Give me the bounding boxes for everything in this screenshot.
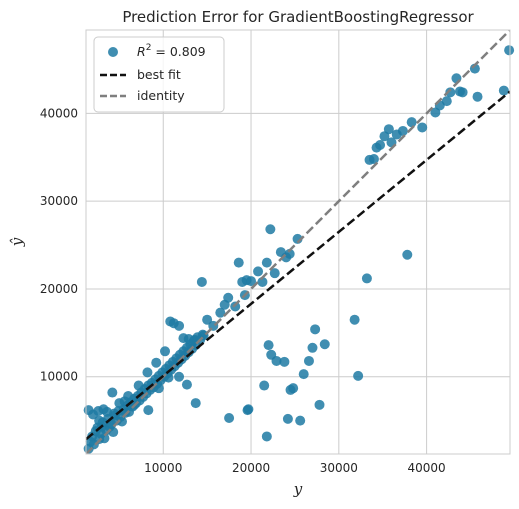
data-point [116, 416, 127, 427]
data-point [246, 276, 257, 287]
data-point [265, 224, 276, 235]
data-point [310, 324, 321, 335]
data-point [261, 257, 272, 268]
data-point [284, 248, 295, 259]
legend-label-r2: R2 = 0.809 [137, 43, 206, 59]
data-point [142, 367, 153, 378]
y-tick-label: 40000 [40, 106, 78, 120]
data-point [107, 387, 118, 398]
fit-lines [86, 30, 510, 454]
legend-marker-r2 [108, 47, 118, 57]
data-point [307, 342, 318, 353]
data-point [406, 117, 417, 128]
data-point [99, 433, 110, 444]
data-point [417, 122, 428, 133]
data-point [153, 383, 164, 394]
data-point [279, 356, 290, 367]
data-point [174, 371, 185, 382]
x-tick-label: 10000 [144, 461, 182, 475]
data-point [383, 124, 394, 135]
x-tick-labels: 10000 20000 30000 40000 [144, 461, 446, 475]
data-point [498, 85, 509, 96]
data-point [174, 320, 185, 331]
legend-r2-symbol: R [137, 44, 146, 59]
legend-label-best-fit: best fit [137, 67, 181, 82]
data-point [202, 314, 213, 325]
data-point [504, 45, 515, 56]
plot-frame [85, 29, 511, 455]
data-point [160, 346, 171, 357]
data-point [83, 405, 94, 416]
data-point [314, 399, 325, 410]
data-point [298, 369, 309, 380]
data-point [119, 396, 130, 407]
chart-title: Prediction Error for GradientBoostingReg… [122, 8, 474, 26]
data-point [190, 398, 201, 409]
y-tick-label: 20000 [40, 282, 78, 296]
x-tick-label: 20000 [232, 461, 270, 475]
data-point [288, 383, 299, 394]
data-point [303, 355, 314, 366]
data-point [319, 339, 330, 350]
legend: R2 = 0.809 best fit identity [93, 36, 225, 113]
data-point [271, 355, 282, 366]
data-point [143, 405, 154, 416]
data-point [445, 87, 456, 98]
data-point [295, 415, 306, 426]
legend-label-identity: identity [137, 88, 185, 103]
data-point [402, 249, 413, 260]
data-point [133, 380, 144, 391]
x-tick-label: 40000 [408, 461, 446, 475]
legend-r2-superscript: 2 [146, 43, 152, 53]
data-point [259, 380, 270, 391]
data-point [223, 292, 234, 303]
data-point [375, 139, 386, 150]
data-point [243, 404, 254, 415]
data-point [368, 154, 379, 165]
data-point [349, 314, 360, 325]
data-point [151, 357, 162, 368]
data-point [457, 87, 468, 98]
data-point [257, 276, 268, 287]
data-point [263, 340, 274, 351]
data-point [196, 276, 207, 287]
y-tick-label: 30000 [40, 194, 78, 208]
legend-r2-value: = 0.809 [151, 44, 205, 59]
data-point [269, 268, 280, 279]
y-axis-label: ŷ [8, 237, 26, 247]
data-point [233, 257, 244, 268]
x-tick-label: 30000 [320, 461, 358, 475]
data-point [253, 266, 264, 277]
data-point [215, 307, 226, 318]
data-point [397, 125, 408, 136]
identity-line [86, 30, 510, 454]
x-axis-label: y [293, 480, 303, 498]
data-point [181, 379, 192, 390]
legend-box [93, 36, 225, 113]
data-point [261, 431, 272, 442]
data-point [282, 413, 293, 424]
data-point [441, 96, 452, 107]
data-point [102, 406, 113, 417]
data-point [353, 370, 364, 381]
data-point [472, 91, 483, 102]
data-point [94, 415, 105, 426]
y-tick-labels: 10000 20000 30000 40000 [40, 106, 78, 383]
y-tick-label: 10000 [40, 370, 78, 384]
best-fit-line [86, 90, 510, 441]
data-point [361, 273, 372, 284]
data-point [224, 413, 235, 424]
